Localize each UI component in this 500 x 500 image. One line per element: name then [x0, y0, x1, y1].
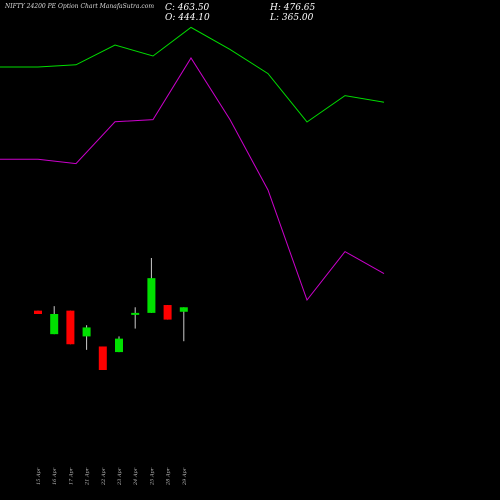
x-tick-label: 16 Apr — [52, 467, 58, 485]
candle-body — [34, 310, 42, 314]
x-tick-label: 21 Apr — [85, 467, 91, 486]
open-value: O: 444.10 — [165, 13, 210, 23]
high-value: H: 476.65 — [270, 3, 316, 13]
candle-body — [50, 314, 59, 335]
candle-body — [82, 327, 91, 337]
x-tick-label: 28 Apr — [166, 467, 172, 486]
close-value: C: 463.50 — [165, 3, 210, 13]
candlesticks — [34, 258, 188, 370]
x-tick-label: 15 Apr — [36, 467, 42, 485]
x-tick-label: 23 Apr — [117, 467, 123, 486]
x-tick-label: 25 Apr — [149, 467, 155, 486]
green-indicator-line — [0, 26, 385, 123]
candle-body — [131, 312, 140, 315]
candle-body — [179, 307, 188, 312]
candle-body — [66, 310, 75, 345]
candle-body — [98, 346, 107, 370]
chart-title: NIFTY 24200 PE Option Chart ManafaSutra.… — [5, 3, 155, 10]
magenta-indicator-line — [0, 57, 385, 302]
x-axis-ticks: 15 Apr 16 Apr 17 Apr 21 Apr 22 Apr 23 Apr 24 A… — [36, 467, 188, 486]
candle-body — [115, 338, 123, 353]
x-tick-label: 22 Apr — [101, 467, 107, 486]
candle-body — [147, 278, 156, 313]
indicator-lines — [0, 26, 385, 302]
x-tick-label: 24 Apr — [133, 467, 139, 486]
x-tick-label: 17 Apr — [68, 467, 74, 485]
low-value: L: 365.00 — [270, 13, 314, 23]
candle-body — [163, 305, 172, 320]
x-tick-label: 29 Apr — [182, 467, 188, 486]
